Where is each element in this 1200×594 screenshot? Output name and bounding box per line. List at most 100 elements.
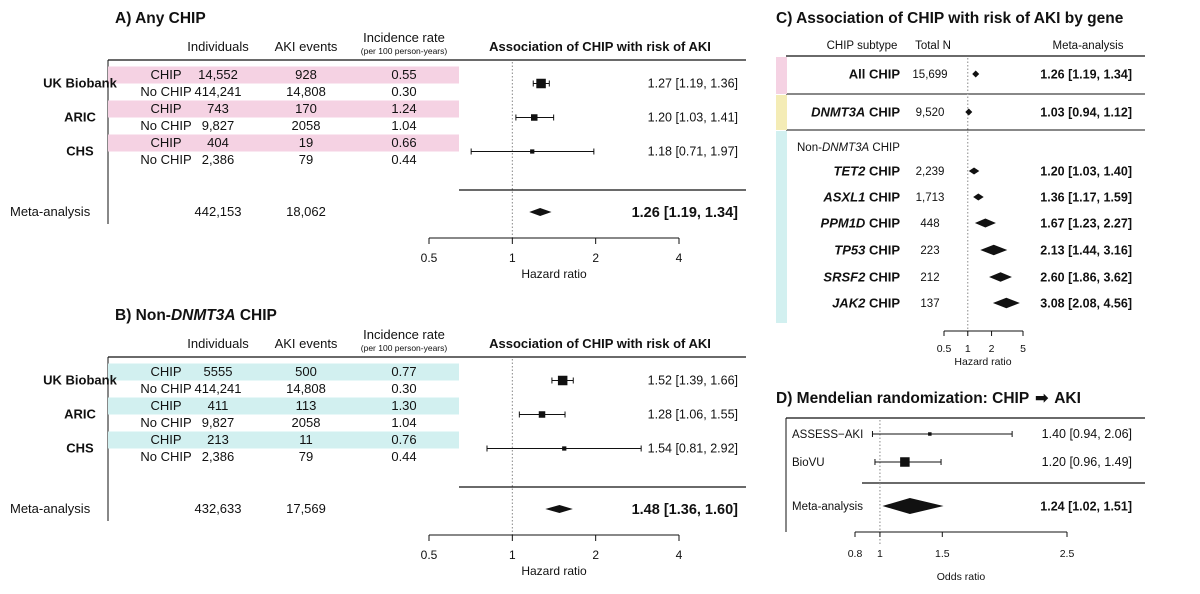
- gene-suffix: CHIP: [865, 190, 900, 205]
- total-n-value: 15,699: [912, 69, 947, 81]
- chip-row-band: [108, 66, 459, 84]
- x-tick-label: 2: [592, 548, 599, 562]
- header-plot-title: Association of CHIP with risk of AKI: [489, 39, 711, 54]
- incidence-rate-value: 0.76: [391, 432, 416, 447]
- hr-point: [536, 78, 546, 89]
- panel-title-italic: DNMT3A: [171, 307, 236, 324]
- gene-hr-ci-label: 3.08 [2.08, 4.56]: [1040, 297, 1132, 311]
- meta-hr-ci-label: 1.26 [1.19, 1.34]: [632, 205, 739, 221]
- group-label: CHIP: [150, 398, 181, 413]
- header-plot-title: Association of CHIP with risk of AKI: [489, 336, 711, 351]
- meta-diamond: [545, 505, 573, 513]
- hr-ci-label: 1.28 [1.06, 1.55]: [648, 408, 738, 422]
- individuals-value: 411: [208, 398, 229, 413]
- gene-hr-ci-label: 2.60 [1.86, 3.62]: [1040, 271, 1132, 285]
- x-axis-label: Hazard ratio: [521, 267, 587, 281]
- gene-name: TET2: [834, 164, 867, 179]
- aki-events-value: 928: [295, 67, 317, 82]
- individuals-value: 5555: [204, 364, 233, 379]
- chip-row-band: [108, 363, 459, 381]
- total-n-value: 9,520: [916, 107, 945, 119]
- gene-label: DNMT3A CHIP: [811, 105, 900, 120]
- x-axis-label: Odds ratio: [937, 571, 986, 583]
- chip-row-band: [108, 397, 459, 415]
- panel-title: B) Non-DNMT3A CHIP: [115, 307, 277, 324]
- gene-name: SRSF2: [823, 270, 866, 285]
- group-label: No CHIP: [140, 449, 191, 464]
- panel-title-suffix: CHIP: [236, 307, 277, 324]
- x-tick-label: 0.5: [937, 343, 952, 355]
- header-meta-analysis: Meta-analysis: [1053, 40, 1124, 52]
- or-point: [900, 457, 910, 467]
- x-tick-label: 4: [676, 251, 683, 265]
- gene-suffix: CHIP: [865, 270, 900, 285]
- x-tick-label: 1.5: [935, 548, 950, 560]
- panel-c: C) Association of CHIP with risk of AKI …: [776, 10, 1145, 368]
- hr-ci-label: 1.27 [1.19, 1.36]: [648, 77, 738, 91]
- panel-title: A) Any CHIP: [115, 10, 206, 27]
- incidence-rate-value: 0.30: [391, 381, 416, 396]
- gene-label: PPM1D CHIP: [821, 216, 901, 231]
- gene-label: All CHIP: [849, 67, 901, 82]
- aki-events-value: 170: [295, 101, 317, 116]
- meta-aki-events: 17,569: [286, 501, 326, 516]
- chip-row-band: [108, 134, 459, 152]
- or-ci-label: 1.20 [0.96, 1.49]: [1042, 455, 1132, 469]
- section-label-suffix: CHIP: [869, 142, 900, 154]
- header-aki-events: AKI events: [275, 336, 338, 351]
- individuals-value: 2,386: [202, 449, 235, 464]
- meta-label: Meta-analysis: [792, 501, 863, 513]
- section-label-italic: DNMT3A: [822, 142, 870, 154]
- individuals-value: 213: [207, 432, 229, 447]
- gene-label: JAK2 CHIP: [832, 296, 900, 311]
- gene-suffix: CHIP: [865, 243, 900, 258]
- hr-point: [538, 411, 546, 418]
- aki-events-value: 79: [299, 152, 313, 167]
- gene-suffix: CHIP: [865, 105, 900, 120]
- aki-events-value: 19: [299, 135, 313, 150]
- hr-ci-label: 1.20 [1.03, 1.41]: [648, 111, 738, 125]
- incidence-rate-value: 0.44: [391, 152, 416, 167]
- incidence-rate-value: 0.66: [391, 135, 416, 150]
- x-tick-label: 1: [965, 343, 971, 355]
- chip-row-band: [108, 100, 459, 118]
- x-tick-label: 2: [592, 251, 599, 265]
- hr-ci-label: 1.54 [0.81, 2.92]: [648, 442, 738, 456]
- total-n-value: 212: [920, 272, 939, 284]
- x-tick-label: 1: [509, 251, 516, 265]
- arrow-icon: ➡: [1035, 390, 1049, 407]
- header-chip-subtype: CHIP subtype: [827, 40, 898, 52]
- band-dnmt3a: [776, 95, 787, 130]
- total-n-value: 223: [920, 245, 939, 257]
- group-label: CHIP: [150, 432, 181, 447]
- gene-diamond: [972, 70, 980, 78]
- x-tick-label: 1: [877, 548, 883, 560]
- gene-suffix: CHIP: [865, 164, 900, 179]
- cohort-name: CHS: [66, 144, 94, 159]
- aki-events-value: 500: [295, 364, 317, 379]
- incidence-rate-value: 0.55: [391, 67, 416, 82]
- individuals-value: 414,241: [195, 84, 242, 99]
- hr-ci-label: 1.52 [1.39, 1.66]: [648, 374, 738, 388]
- cohort-name: CHS: [66, 441, 94, 456]
- section-label-prefix: Non-: [797, 142, 822, 154]
- panel-title: D) Mendelian randomization: CHIP ➡ AKI: [776, 390, 1081, 407]
- individuals-value: 14,552: [198, 67, 238, 82]
- hr-point: [530, 149, 535, 154]
- total-n-value: 2,239: [916, 166, 945, 178]
- gene-suffix: CHIP: [865, 216, 900, 231]
- meta-individuals: 442,153: [195, 204, 242, 219]
- meta-label: Meta-analysis: [10, 501, 91, 516]
- gene-hr-ci-label: 2.13 [1.44, 3.16]: [1040, 244, 1132, 258]
- meta-aki-events: 18,062: [286, 204, 326, 219]
- chip-row-band: [108, 431, 459, 449]
- header-individuals: Individuals: [187, 336, 249, 351]
- hr-point: [557, 375, 568, 386]
- group-label: No CHIP: [140, 152, 191, 167]
- study-label: ASSESS−AKI: [792, 429, 863, 441]
- aki-events-value: 11: [299, 432, 313, 447]
- header-incidence-rate: Incidence rate: [363, 30, 445, 45]
- gene-name: JAK2: [832, 296, 866, 311]
- gene-hr-ci-label: 1.36 [1.17, 1.59]: [1040, 191, 1132, 205]
